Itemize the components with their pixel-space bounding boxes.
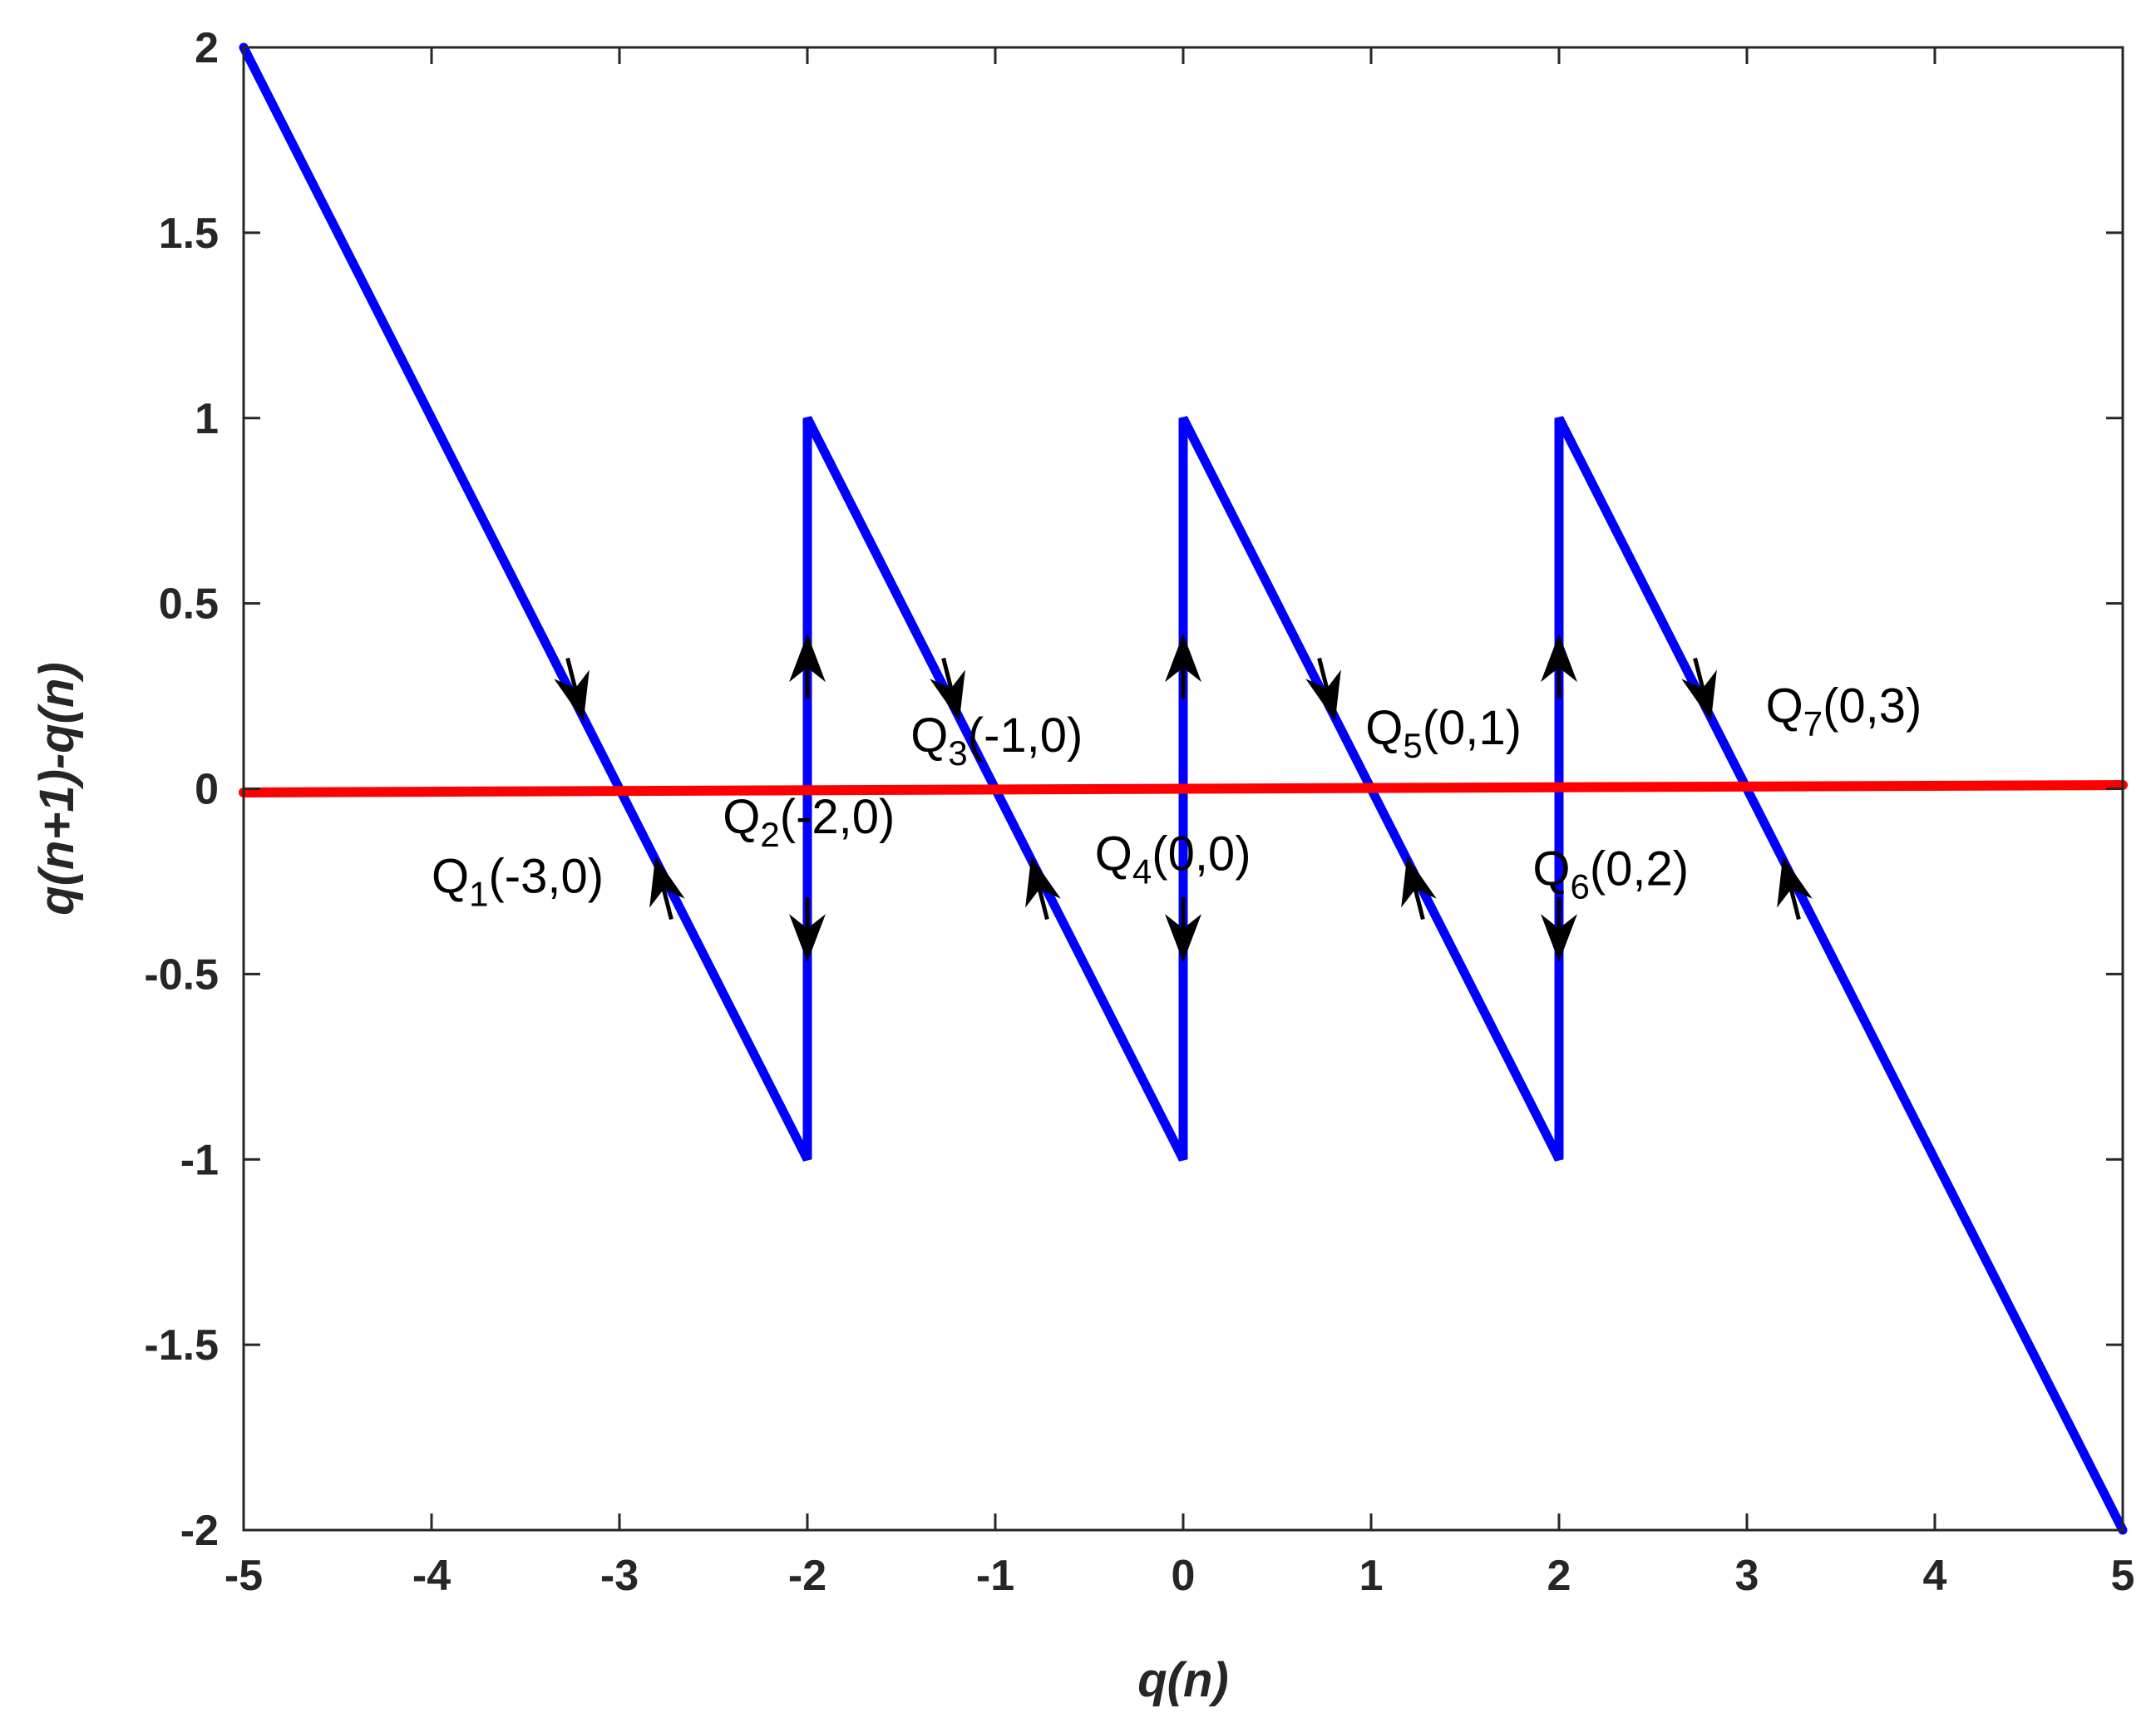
direction-arrow-head <box>1541 914 1577 963</box>
y-tick-label: 1.5 <box>159 210 219 258</box>
fixed-point-label-6: Q6(0,2) <box>1532 842 1689 906</box>
x-tick-label: -1 <box>976 1552 1014 1600</box>
series-line-2 <box>239 780 2128 797</box>
fixed-point-label-1: Q1(-3,0) <box>432 849 604 913</box>
y-tick-label: 1 <box>195 395 219 443</box>
y-tick-label: 2 <box>195 24 219 72</box>
fixed-point-label-4: Q4(0,0) <box>1095 827 1251 891</box>
y-axis-title: q(n+1)-q(n) <box>30 662 84 915</box>
x-tick-label: -3 <box>600 1552 639 1600</box>
x-tick-label: 3 <box>1735 1552 1759 1600</box>
y-tick-label: 0 <box>195 766 219 814</box>
direction-arrow-head <box>1541 634 1577 683</box>
direction-arrow-head <box>1165 634 1201 683</box>
direction-arrow-head <box>789 634 826 683</box>
direction-arrow-head <box>649 856 685 908</box>
direction-arrow-head <box>1165 914 1201 963</box>
direction-arrow-head <box>789 914 826 963</box>
y-tick-label: -1 <box>180 1136 219 1184</box>
direction-arrow-head <box>1401 856 1437 908</box>
fixed-point-label-2: Q2(-2,0) <box>723 790 895 854</box>
y-tick-label: 0.5 <box>159 580 219 629</box>
arrow-layer <box>554 634 1813 963</box>
tick-layer: -5 -4 -3 -2 -1 0 1 2 3 4 5 -2 -1.5 -1 -0.5 0 0.5 1 1.5 2 <box>144 24 2134 1600</box>
direction-arrow-head <box>1681 669 1717 722</box>
x-tick-label: -4 <box>412 1552 451 1600</box>
fixed-point-label-3: Q3(-1,0) <box>910 708 1083 773</box>
y-tick-label: -2 <box>180 1507 219 1555</box>
annotation-layer: Q1(-3,0) Q2(-2,0)Q3(-1,0)Q4(0,0) Q5(0,1) Q6… <box>432 679 1922 913</box>
direction-arrow-head <box>554 669 590 722</box>
x-tick-label: 4 <box>1923 1552 1947 1600</box>
x-tick-label: 1 <box>1359 1552 1384 1600</box>
y-tick-label: -0.5 <box>144 950 219 999</box>
direction-arrow-head <box>1305 669 1341 722</box>
x-tick-label: 2 <box>1547 1552 1571 1600</box>
direction-arrow-head <box>1777 856 1813 908</box>
direction-arrow-head <box>930 669 965 722</box>
x-tick-label: 0 <box>1172 1552 1196 1600</box>
x-tick-label: 5 <box>2111 1552 2135 1600</box>
direction-arrow-head <box>1025 856 1061 908</box>
series-layer <box>239 42 2128 1535</box>
fixed-point-label-5: Q5(0,1) <box>1365 701 1522 765</box>
x-tick-label: -5 <box>224 1552 263 1600</box>
fixed-point-label-7: Q7(0,3) <box>1766 679 1922 743</box>
y-tick-label: -1.5 <box>144 1321 219 1370</box>
x-axis-title: q(n) <box>1137 1653 1229 1707</box>
x-tick-label: -2 <box>788 1552 826 1600</box>
